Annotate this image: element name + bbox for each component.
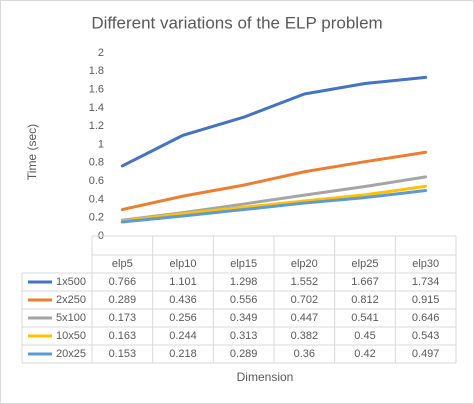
table-value: 0.313 <box>230 330 258 342</box>
series-line <box>120 184 428 223</box>
table-value: 0.646 <box>412 312 440 324</box>
y-tick-label: 1.6 <box>89 84 104 96</box>
table-value: 1.552 <box>291 276 319 288</box>
table-value: 1.667 <box>351 276 379 288</box>
y-tick-label: 1.2 <box>89 120 104 132</box>
table-value: 0.541 <box>351 312 379 324</box>
table-value: 0.349 <box>230 312 258 324</box>
x-tick-label: elp10 <box>170 258 197 270</box>
table-value: 0.153 <box>109 348 137 360</box>
table-value: 0.812 <box>351 294 379 306</box>
x-axis-title: Dimension <box>237 370 294 384</box>
table-value: 0.256 <box>169 312 197 324</box>
y-tick-label: 0.6 <box>89 175 104 187</box>
table-value: 0.218 <box>169 348 197 360</box>
x-tick-label: elp30 <box>412 258 439 270</box>
x-tick-label: elp15 <box>230 258 257 270</box>
table-value: 0.45 <box>354 330 375 342</box>
table-value: 0.36 <box>294 348 315 360</box>
y-tick-label: 0.2 <box>89 212 104 224</box>
table-value: 0.543 <box>412 330 440 342</box>
table-value: 1.298 <box>230 276 258 288</box>
x-tick-label: elp20 <box>291 258 318 270</box>
table-value: 0.163 <box>109 330 137 342</box>
table-value: 1.101 <box>169 276 197 288</box>
table-value: 0.244 <box>169 330 197 342</box>
series-line <box>120 189 428 224</box>
y-axis-title: Time (sec) <box>25 124 39 180</box>
table-value: 0.382 <box>291 330 319 342</box>
series-line <box>120 75 428 168</box>
table-value: 1.734 <box>412 276 440 288</box>
table-value: 0.556 <box>230 294 258 306</box>
table-value: 0.173 <box>109 312 137 324</box>
table-value: 0.42 <box>354 348 375 360</box>
y-tick-label: 0.4 <box>89 193 104 205</box>
table-value: 0.497 <box>412 348 440 360</box>
y-tick-label: 0.8 <box>89 157 104 169</box>
chart-title: Different variations of the ELP problem <box>91 13 382 32</box>
table-value: 0.766 <box>109 276 137 288</box>
series-line <box>120 150 428 212</box>
legend-label: 5x100 <box>56 312 86 324</box>
y-tick-label: 1.4 <box>89 102 104 114</box>
table-value: 0.447 <box>291 312 319 324</box>
table-value: 0.915 <box>412 294 440 306</box>
table-value: 0.289 <box>230 348 258 360</box>
legend-label: 10x50 <box>56 330 86 342</box>
legend-label: 2x250 <box>56 294 86 306</box>
y-tick-label: 2 <box>98 47 104 59</box>
table-value: 0.436 <box>169 294 197 306</box>
x-tick-label: elp5 <box>112 258 133 270</box>
y-tick-label: 1.8 <box>89 65 104 77</box>
x-tick-label: elp25 <box>352 258 379 270</box>
legend-label: 1x500 <box>56 276 86 288</box>
table-value: 0.702 <box>291 294 319 306</box>
legend-label: 20x25 <box>56 348 86 360</box>
y-tick-label: 1 <box>98 138 104 150</box>
table-value: 0.289 <box>109 294 137 306</box>
